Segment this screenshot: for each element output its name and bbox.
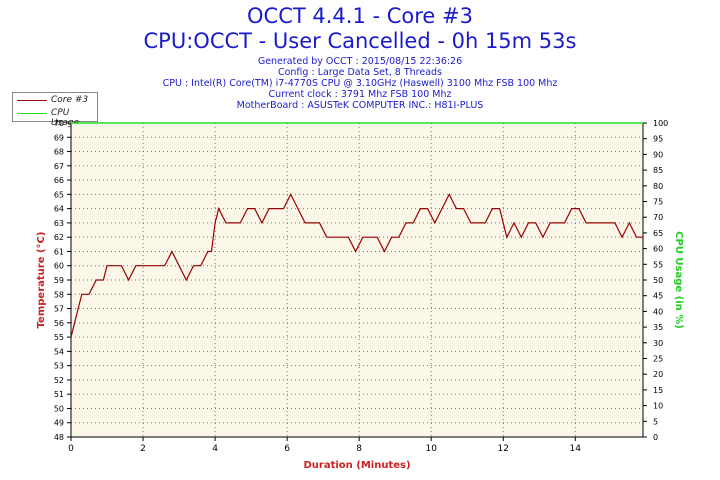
- y-tick-label: 58: [54, 290, 64, 299]
- y-tick-label: 65: [54, 190, 64, 199]
- y2-tick-label: 25: [653, 355, 663, 364]
- y2-tick-label: 60: [653, 245, 663, 254]
- legend-item-cpu-usage: CPU Usage: [13, 107, 97, 128]
- y-tick-label: 64: [54, 205, 64, 214]
- y-tick-label: 63: [54, 219, 64, 228]
- y-tick-label: 69: [54, 133, 64, 142]
- y-tick-label: 68: [54, 148, 64, 157]
- y2-tick-label: 80: [653, 182, 663, 191]
- y2-tick-label: 35: [653, 323, 663, 332]
- info-config: Config : Large Data Set, 8 Threads: [277, 67, 443, 78]
- y2-tick-label: 95: [653, 135, 663, 144]
- y-tick-label: 53: [54, 362, 64, 371]
- legend-swatch-cpu-usage: [17, 113, 47, 114]
- chart-title: OCCT 4.4.1 - Core #3: [247, 4, 473, 28]
- plot-area: [71, 123, 643, 437]
- y-tick-label: 55: [54, 333, 64, 342]
- info-motherboard: MotherBoard : ASUSTeK COMPUTER INC.: H81…: [236, 100, 484, 111]
- y-tick-label: 50: [54, 404, 64, 413]
- y-tick-label: 57: [54, 305, 64, 314]
- x-tick-label: 0: [68, 444, 74, 454]
- y2-tick-label: 85: [653, 166, 663, 175]
- legend-item-core3: Core #3: [13, 94, 97, 107]
- y-tick-label: 61: [54, 247, 64, 256]
- y2-tick-label: 45: [653, 292, 663, 301]
- y2-tick-label: 10: [653, 402, 663, 411]
- y2-tick-label: 30: [653, 339, 663, 348]
- legend-label-core3: Core #3: [51, 95, 89, 105]
- y2-axis-title: CPU Usage (in %): [673, 231, 684, 329]
- y-tick-label: 67: [54, 162, 64, 171]
- y-tick-label: 49: [54, 419, 64, 428]
- y2-tick-label: 20: [653, 370, 663, 379]
- y-tick-label: 70: [54, 119, 64, 128]
- chart-subtitle: CPU:OCCT - User Cancelled - 0h 15m 53s: [143, 29, 577, 53]
- y-tick-label: 56: [54, 319, 64, 328]
- x-tick-label: 10: [425, 444, 437, 454]
- info-generated: Generated by OCCT : 2015/08/15 22:36:26: [257, 56, 463, 67]
- y2-tick-label: 75: [653, 198, 663, 207]
- y2-tick-label: 55: [653, 260, 663, 269]
- y2-tick-label: 0: [653, 433, 658, 442]
- x-tick-label: 2: [140, 444, 146, 454]
- y2-tick-label: 90: [653, 150, 663, 159]
- legend-label-cpu-usage: CPU Usage: [51, 108, 80, 128]
- y-tick-label: 66: [54, 176, 64, 185]
- system-info: Generated by OCCT : 2015/08/15 22:36:26 …: [0, 56, 720, 111]
- x-axis-title: Duration (Minutes): [303, 460, 410, 471]
- x-tick-label: 6: [284, 444, 290, 454]
- x-tick-label: 4: [212, 444, 218, 454]
- y-tick-label: 54: [54, 347, 64, 356]
- x-tick-label: 14: [570, 444, 582, 454]
- y-tick-label: 51: [54, 390, 64, 399]
- x-tick-label: 12: [498, 444, 509, 454]
- y-axis-title: Temperature (°C): [36, 232, 47, 329]
- y-tick-label: 62: [54, 233, 64, 242]
- series-line-core3: [70, 193, 643, 338]
- y2-tick-label: 5: [653, 417, 658, 426]
- y2-tick-label: 15: [653, 386, 663, 395]
- y-tick-label: 59: [54, 276, 64, 285]
- info-clock: Current clock : 3791 Mhz FSB 100 Mhz: [268, 89, 452, 100]
- legend-swatch-core3: [17, 100, 47, 101]
- y2-tick-label: 65: [653, 229, 663, 238]
- x-tick-label: 8: [356, 444, 362, 454]
- y-tick-label: 60: [54, 262, 64, 271]
- y-tick-label: 52: [54, 376, 64, 385]
- legend: Core #3 CPU Usage: [12, 92, 98, 128]
- y2-tick-label: 50: [653, 276, 663, 285]
- y2-tick-label: 40: [653, 307, 663, 316]
- y-tick-label: 48: [54, 433, 64, 442]
- info-cpu: CPU : Intel(R) Core(TM) i7-4770S CPU @ 3…: [162, 78, 558, 89]
- y2-tick-label: 70: [653, 213, 663, 222]
- y2-tick-label: 100: [653, 119, 668, 128]
